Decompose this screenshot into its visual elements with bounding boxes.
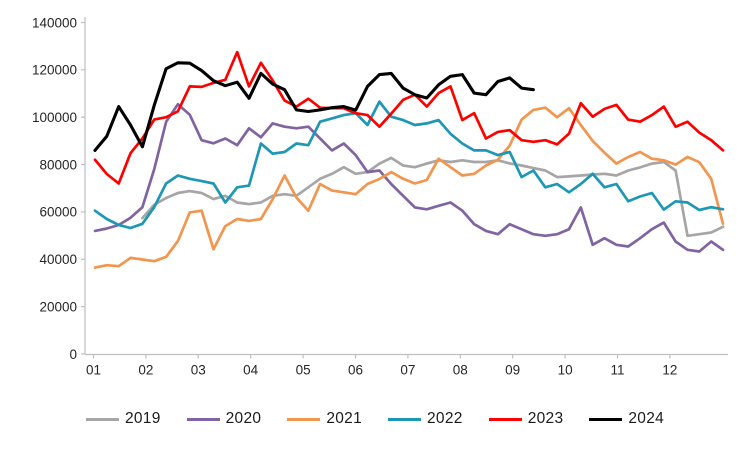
- x-axis-tick-label: 05: [296, 363, 311, 378]
- legend-item-2020: 2020: [186, 410, 262, 428]
- legend-swatch-2023: [488, 417, 522, 421]
- y-axis-tick-label: 60000: [39, 205, 77, 220]
- x-axis-tick-label: 06: [348, 363, 363, 378]
- legend-item-2021: 2021: [287, 410, 362, 428]
- x-axis-tick-label: 10: [558, 363, 573, 378]
- x-axis-tick-label: 08: [453, 363, 468, 378]
- legend-label-2022: 2022: [427, 410, 463, 427]
- legend-swatch-2024: [589, 417, 623, 421]
- legend-label-2021: 2021: [326, 410, 362, 427]
- legend-item-2022: 2022: [388, 410, 463, 428]
- legend-item-2019: 2019: [85, 410, 161, 428]
- y-axis-tick-label: 120000: [32, 63, 77, 78]
- legend-label-2024: 2024: [628, 410, 665, 427]
- legend-swatch-2021: [287, 417, 321, 421]
- x-axis-tick-label: 02: [138, 363, 153, 378]
- series-line-2019: [141, 156, 725, 238]
- x-axis-tick-label: 03: [191, 363, 206, 378]
- legend-swatch-2020: [186, 417, 220, 421]
- legend-label-2019: 2019: [124, 410, 161, 427]
- series-line-2022: [93, 100, 725, 230]
- legend-swatch-2019: [85, 417, 119, 421]
- chart-legend: 2019 2020 2021 2022 2023 2024: [0, 403, 750, 435]
- y-axis-tick-label: 40000: [39, 252, 77, 267]
- legend-item-2024: 2024: [589, 410, 664, 428]
- legend-label-2020: 2020: [225, 410, 262, 427]
- legend-item-2023: 2023: [488, 410, 564, 428]
- y-axis-tick-label: 100000: [32, 110, 77, 125]
- x-axis-tick-label: 12: [662, 363, 677, 378]
- y-axis-tick-label: 0: [69, 347, 77, 362]
- legend-swatch-2022: [388, 417, 421, 421]
- y-axis-tick-label: 80000: [39, 157, 77, 172]
- x-axis-tick-label: 09: [505, 363, 520, 378]
- series-line-2020: [93, 102, 725, 253]
- legend-label-2023: 2023: [527, 410, 564, 427]
- x-axis-tick-label: 07: [400, 363, 415, 378]
- series-line-2023: [93, 50, 725, 185]
- series-line-2021: [93, 106, 725, 269]
- series-line-2024: [93, 61, 535, 152]
- y-axis-tick-label: 140000: [32, 15, 77, 30]
- y-axis-tick-label: 20000: [39, 299, 77, 314]
- x-axis-tick-label: 11: [610, 363, 624, 378]
- x-axis-tick-label: 01: [86, 363, 101, 378]
- x-axis-tick-label: 04: [243, 363, 259, 378]
